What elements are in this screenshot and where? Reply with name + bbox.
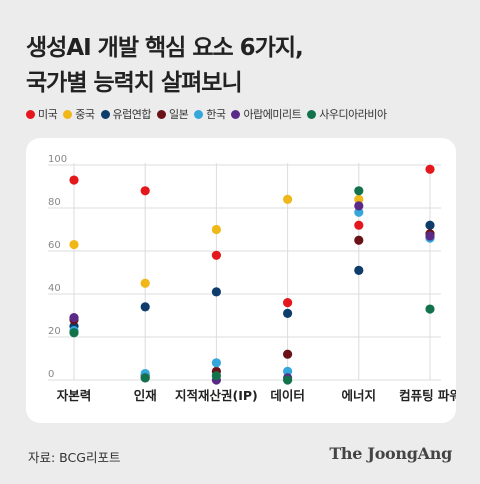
data-point	[211, 358, 221, 368]
data-point	[283, 375, 293, 385]
legend-item: 아랍에미리트	[231, 106, 302, 122]
data-point	[354, 235, 364, 245]
legend-label: 아랍에미리트	[243, 108, 302, 121]
chart-svg: 0 20 40 60 80 100 자본력 인재 지적재산권(IP) 데이터 에너지 컴퓨팅 파워	[48, 154, 456, 403]
legend-item: 일본	[156, 106, 189, 122]
data-point	[354, 201, 364, 211]
data-point	[69, 175, 79, 185]
data-point	[283, 366, 293, 376]
data-point	[354, 220, 364, 230]
legend: 미국 중국 유럽연합 일본 한국 아랍에미리트 사우디아라비아	[26, 106, 466, 122]
data-point	[69, 239, 79, 250]
legend-marker	[194, 109, 204, 119]
x-tick-label: 에너지	[342, 388, 377, 403]
legend-marker	[156, 109, 166, 119]
data-point	[354, 265, 364, 275]
data-point	[211, 287, 221, 297]
chart-title-line2: 국가별 능력치 살펴보니	[26, 70, 243, 96]
legend-label: 중국	[75, 108, 95, 121]
legend-label: 사우디아라비아	[319, 108, 387, 121]
x-tick-label: 데이터	[270, 388, 305, 403]
x-tick-label: 지적재산권(IP)	[175, 388, 258, 403]
x-tick-label: 인재	[134, 388, 157, 403]
legend-marker	[231, 109, 241, 119]
data-point	[425, 220, 435, 230]
data-point	[354, 186, 364, 196]
data-point	[140, 302, 150, 312]
data-point	[69, 313, 79, 323]
data-point	[211, 371, 221, 381]
data-point	[211, 250, 221, 260]
data-point	[140, 373, 150, 383]
data-point	[425, 164, 435, 174]
y-tick-label: 100	[48, 154, 67, 165]
x-tick-label: 자본력	[57, 388, 92, 403]
data-point	[283, 298, 293, 308]
legend-label: 유럽연합	[112, 108, 152, 121]
legend-item: 미국	[26, 106, 58, 122]
data-point	[140, 278, 150, 288]
data-point	[140, 186, 150, 196]
legend-label: 일본	[168, 108, 189, 121]
publisher-logo: The JoongAng	[329, 444, 452, 463]
legend-label: 미국	[38, 108, 58, 121]
y-tick-label: 80	[48, 197, 61, 208]
data-point	[425, 231, 435, 241]
y-tick-label: 60	[48, 240, 61, 251]
y-tick-label: 0	[48, 369, 54, 380]
data-point	[425, 304, 435, 314]
data-point	[283, 308, 293, 318]
y-tick-label: 40	[48, 283, 61, 294]
legend-item: 사우디아라비아	[307, 106, 387, 122]
legend-marker	[100, 109, 110, 119]
y-tick-label: 20	[48, 326, 61, 337]
data-point	[354, 207, 364, 217]
legend-item: 중국	[63, 106, 95, 122]
data-point	[211, 224, 221, 235]
legend-item: 유럽연합	[100, 106, 152, 122]
data-point	[69, 328, 79, 338]
data-point	[283, 194, 293, 204]
chart-panel: 0 20 40 60 80 100 자본력 인재 지적재산권(IP) 데이터 에너지 컴퓨팅 파워	[26, 138, 456, 423]
x-tick-label: 컴퓨팅 파워	[399, 388, 456, 403]
legend-marker	[63, 109, 73, 119]
chart-title-line1: 생성AI 개발 핵심 요소 6가지,	[26, 35, 304, 61]
legend-item: 한국	[194, 106, 226, 122]
legend-label: 한국	[206, 108, 226, 121]
legend-marker	[26, 109, 35, 119]
source-note: 자료: BCG리포트	[28, 450, 121, 465]
legend-marker	[307, 109, 317, 119]
data-point	[354, 194, 364, 204]
data-point	[283, 349, 293, 359]
